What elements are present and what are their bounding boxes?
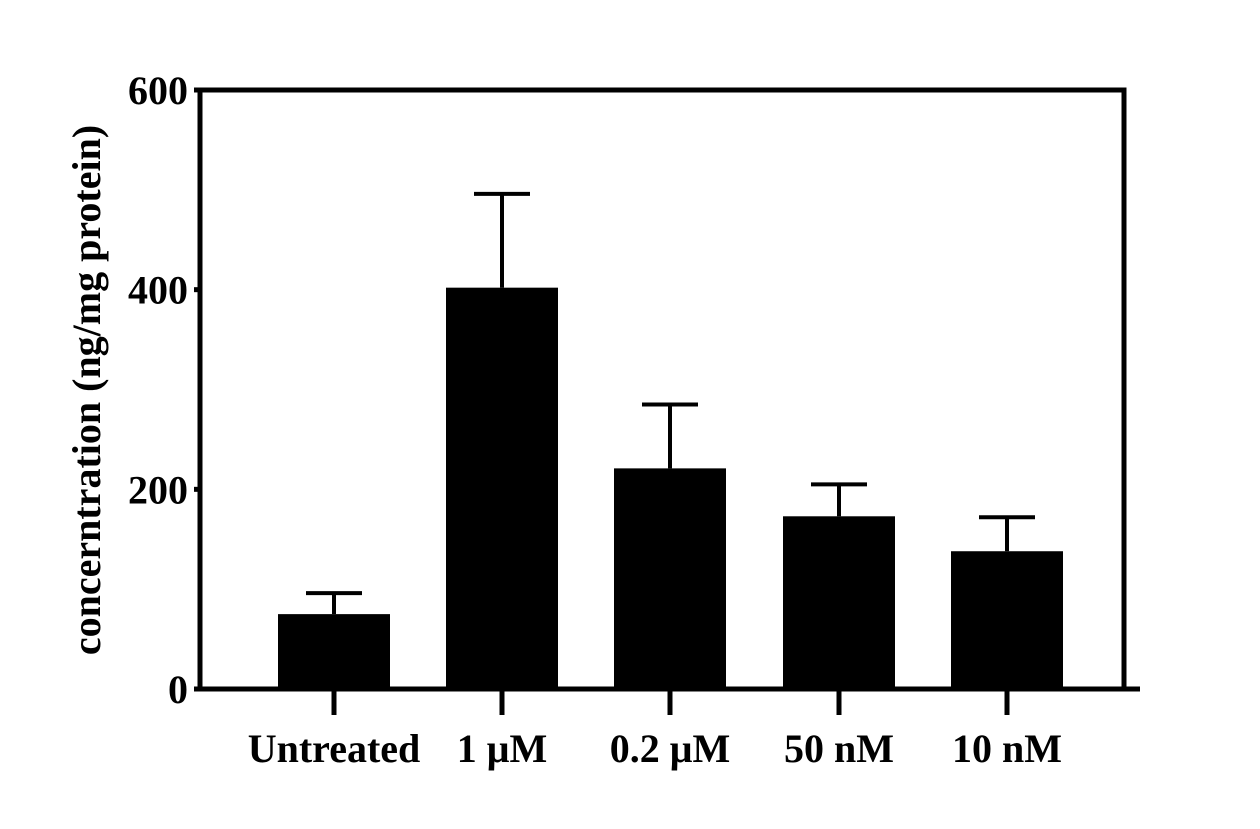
bar xyxy=(783,516,895,689)
x-category-label: 10 nM xyxy=(952,726,1062,771)
bar xyxy=(446,287,558,689)
bar xyxy=(278,614,390,689)
y-tick-label: 600 xyxy=(128,68,188,113)
bar xyxy=(951,551,1063,689)
x-category-label: Untreated xyxy=(248,726,421,771)
x-category-label: 0.2 μM xyxy=(610,726,730,771)
y-tick-label: 200 xyxy=(128,467,188,512)
y-tick-label: 0 xyxy=(168,667,188,712)
x-category-label: 1 μM xyxy=(457,726,547,771)
bar xyxy=(614,468,726,689)
y-tick-label: 400 xyxy=(128,268,188,313)
y-axis-title: concerntration (ng/mg protein) xyxy=(64,125,109,655)
x-category-label: 50 nM xyxy=(784,726,894,771)
